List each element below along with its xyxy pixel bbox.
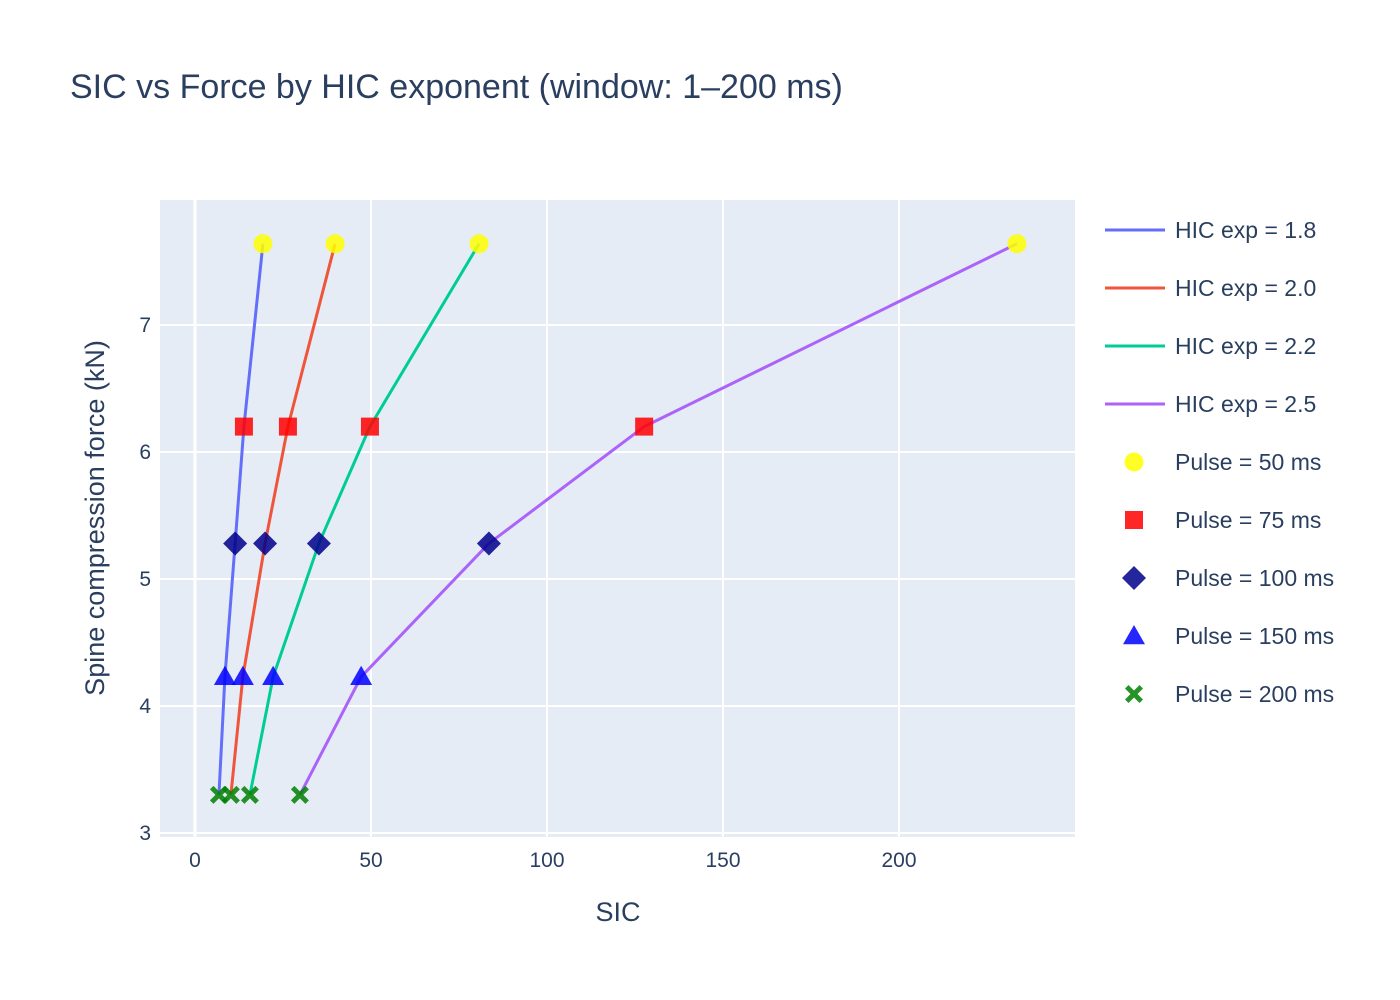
circle-marker-icon [325,234,345,254]
legend-label: Pulse = 50 ms [1175,449,1321,475]
triangle-up-marker-icon [1123,625,1145,645]
legend-label: HIC exp = 2.2 [1175,333,1316,359]
square-marker-icon [360,417,379,436]
y-tick-label: 6 [139,441,151,464]
plot-area [160,200,1075,837]
y-tick-label: 3 [139,822,151,845]
legend-item[interactable]: HIC exp = 2.2 [1105,333,1316,359]
x-tick-label: 200 [881,849,916,872]
legend-label: Pulse = 150 ms [1175,623,1334,649]
axis-ticks: 0 50 100 150 200 3 4 5 6 7 [139,314,916,872]
x-tick-label: 50 [359,849,382,872]
chart-title: SIC vs Force by HIC exponent (window: 1–… [70,68,843,106]
data-markers [209,234,1027,804]
diamond-marker-icon [253,531,278,556]
triangle-up-marker-icon [231,665,254,686]
legend-item[interactable]: HIC exp = 1.8 [1105,217,1316,243]
square-marker-icon [635,417,654,436]
legend-label: Pulse = 200 ms [1175,681,1334,707]
circle-marker-icon [1007,234,1027,254]
diamond-marker-icon [306,531,331,556]
legend-item[interactable]: Pulse = 200 ms [1125,681,1334,707]
legend-item[interactable]: Pulse = 150 ms [1123,623,1334,649]
x-axis-label: SIC [595,897,640,927]
square-marker-icon [234,417,253,436]
y-axis-label: Spine compression force (kN) [80,340,110,696]
x-marker-icon [240,785,259,804]
x-marker-icon [1125,685,1143,703]
x-tick-label: 0 [189,849,201,872]
legend: HIC exp = 1.8 HIC exp = 2.0 HIC exp = 2.2 H… [1105,217,1334,707]
x-marker-icon [290,785,309,804]
x-tick-label: 150 [705,849,740,872]
diamond-marker-icon [1122,566,1146,590]
gridlines [160,200,1075,837]
diamond-marker-icon [223,531,248,556]
square-marker-icon [278,417,297,436]
triangle-up-marker-icon [262,665,285,686]
triangle-up-marker-icon [213,665,236,686]
circle-marker-icon [469,234,489,254]
square-marker-icon [1125,511,1143,529]
diamond-marker-icon [476,531,501,556]
triangle-up-marker-icon [350,665,373,686]
legend-label: Pulse = 75 ms [1175,507,1321,533]
legend-item[interactable]: Pulse = 100 ms [1122,565,1334,591]
circle-marker-icon [253,234,273,254]
legend-item[interactable]: Pulse = 75 ms [1125,507,1321,533]
legend-item[interactable]: HIC exp = 2.5 [1105,391,1316,417]
legend-label: HIC exp = 2.0 [1175,275,1316,301]
x-marker-icon [221,785,240,804]
legend-item[interactable]: HIC exp = 2.0 [1105,275,1316,301]
legend-label: Pulse = 100 ms [1175,565,1334,591]
circle-marker-icon [1124,452,1144,472]
legend-label: HIC exp = 1.8 [1175,217,1316,243]
y-tick-label: 4 [139,695,151,718]
legend-label: HIC exp = 2.5 [1175,391,1316,417]
y-tick-label: 7 [139,314,151,337]
x-tick-label: 100 [529,849,564,872]
legend-item[interactable]: Pulse = 50 ms [1124,449,1322,475]
y-tick-label: 5 [139,568,151,591]
